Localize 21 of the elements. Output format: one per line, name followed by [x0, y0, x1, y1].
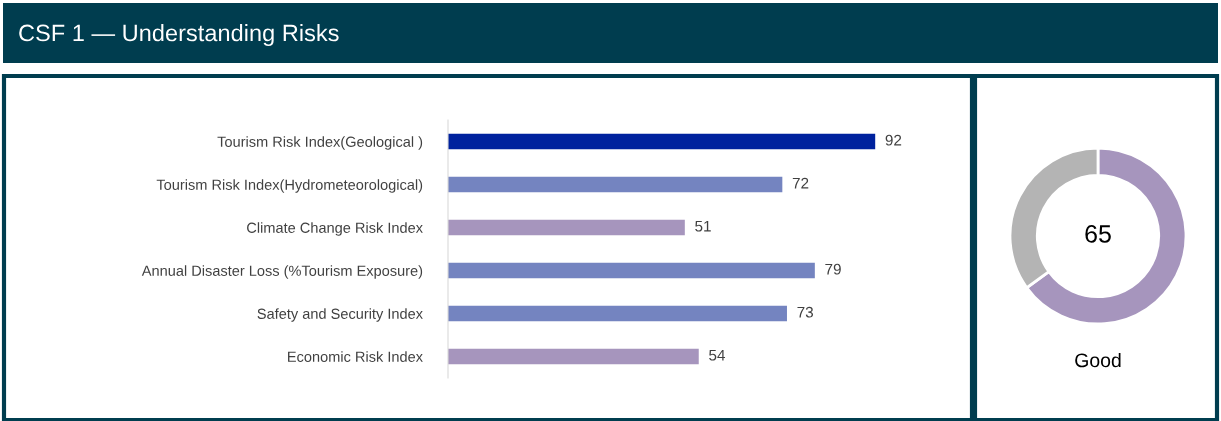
data-label: 54 [709, 349, 726, 361]
bar [448, 305, 787, 322]
bar [448, 133, 876, 150]
y-tick-label: Economic Risk Index [288, 351, 423, 362]
bar [448, 176, 783, 193]
data-label: 92 [885, 134, 902, 146]
data-label: 79 [825, 263, 841, 275]
data-label: 72 [792, 177, 809, 189]
data-label: 65 [1085, 225, 1111, 243]
bar [448, 219, 685, 236]
bar [448, 262, 815, 279]
y-tick-label: Tourism Risk Index(Geological ) [217, 136, 423, 150]
data-label: 73 [797, 306, 814, 318]
text: Good [1075, 352, 1121, 368]
text: CSF 1 — Understanding Risks [19, 24, 339, 46]
y-tick-label: Safety and Security Index [257, 308, 423, 322]
bar [448, 348, 699, 365]
y-tick-label: Annual Disaster Loss (%Tourism Exposure) [141, 265, 423, 279]
y-tick-label: Tourism Risk Index(Hydrometeorological) [156, 179, 423, 193]
y-tick-label: Climate Change Risk Index [247, 222, 423, 236]
data-label: 51 [695, 220, 711, 232]
